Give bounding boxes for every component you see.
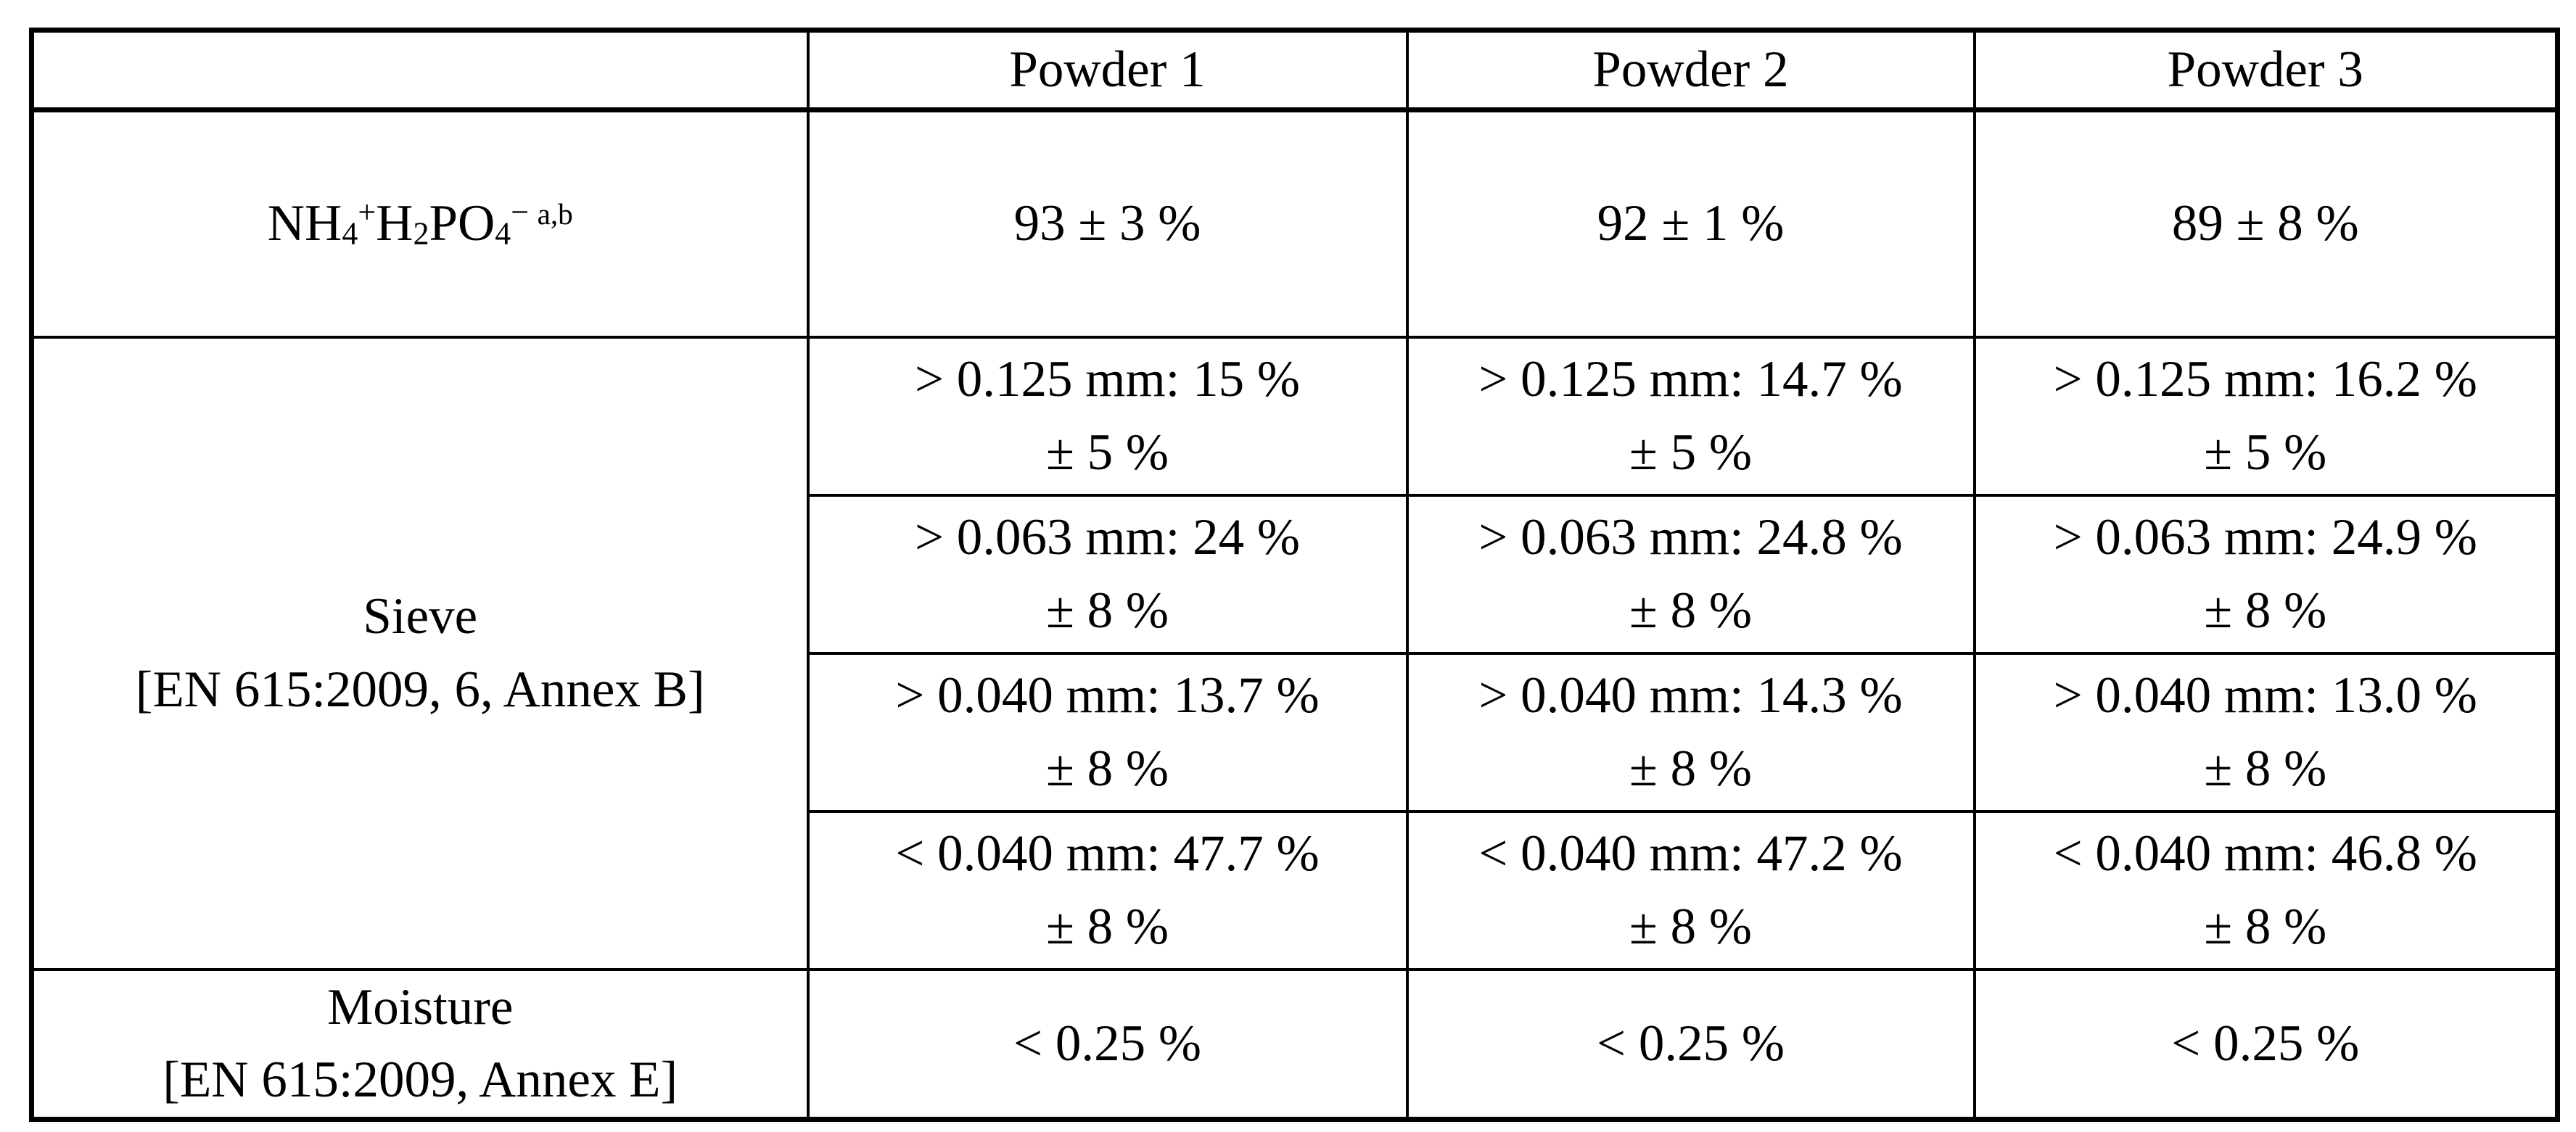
sieve-row-4: < 0.040 mm: 47.7 % ± 8 % < 0.040 mm: 47.…: [32, 809, 2559, 971]
sieve-value-line: < 0.040 mm: 47.7 %: [895, 825, 1320, 882]
sieve-cell-r2-p2: > 0.063 mm: 24.8 % ± 8 %: [1405, 493, 1976, 655]
moisture-row: Moisture [EN 615:2009, Annex E] < 0.25 %…: [30, 967, 2559, 1121]
sieve-value-line: > 0.063 mm: 24.8 %: [1478, 508, 1903, 566]
sieve-tolerance-line: ± 5 %: [2204, 424, 2327, 481]
composition-value-powder-3: 89 ± 8 %: [1972, 108, 2559, 339]
moisture-value-powder-2: < 0.25 %: [1405, 967, 1976, 1121]
sieve-label-standard: [EN 615:2009, 6, Annex B]: [135, 661, 705, 718]
header-powder-1: Powder 1: [806, 28, 1409, 112]
moisture-value-powder-3: < 0.25 %: [1972, 967, 2559, 1121]
sieve-row-3: > 0.040 mm: 13.7 % ± 8 % > 0.040 mm: 14.…: [32, 651, 2559, 813]
sieve-row-1: Sieve [EN 615:2009, 6, Annex B] > 0.125 …: [30, 335, 2559, 971]
composition-value-powder-2: 92 ± 1 %: [1405, 108, 1976, 339]
row-label-sieve: Sieve [EN 615:2009, 6, Annex B]: [30, 335, 810, 971]
sieve-cell-r1-p2: > 0.125 mm: 14.7 % ± 5 %: [1405, 335, 1976, 497]
formula-part: PO: [429, 195, 495, 252]
sieve-value-line: > 0.040 mm: 13.0 %: [2053, 666, 2477, 724]
sieve-cell-r4-p2: < 0.040 mm: 47.2 % ± 8 %: [1405, 809, 1976, 971]
sieve-tolerance-line: ± 8 %: [1629, 898, 1753, 955]
sieve-cell-r1-p1: > 0.125 mm: 15 % ± 5 %: [806, 335, 1409, 497]
sieve-tolerance-line: ± 8 %: [1045, 740, 1169, 797]
sieve-label-title: Sieve: [363, 587, 478, 645]
sieve-tolerance-line: ± 8 %: [1045, 898, 1169, 955]
sieve-value-line: > 0.063 mm: 24.9 %: [2053, 508, 2477, 566]
sieve-value-line: < 0.040 mm: 47.2 %: [1478, 825, 1903, 882]
sieve-tolerance-line: ± 8 %: [1629, 740, 1753, 797]
composition-row: NH4+H2PO4− a,b 93 ± 3 % 92 ± 1 % 89 ± 8 %: [30, 108, 2559, 339]
formula-superscript: +: [358, 194, 376, 231]
sieve-tolerance-line: ± 8 %: [2204, 582, 2327, 639]
moisture-value-powder-1: < 0.25 %: [806, 967, 1409, 1121]
sieve-cell-r3-p2: > 0.040 mm: 14.3 % ± 8 %: [1405, 651, 1976, 813]
sieve-row-2: > 0.063 mm: 24 % ± 8 % > 0.063 mm: 24.8 …: [32, 493, 2559, 655]
chemical-formula: NH4+H2PO4− a,b: [268, 195, 573, 252]
sieve-cell-r3-p3: > 0.040 mm: 13.0 % ± 8 %: [1972, 651, 2559, 813]
sieve-value-line: > 0.125 mm: 14.7 %: [1478, 350, 1903, 408]
formula-footnote-marker: a,b: [537, 197, 573, 231]
formula-part: H: [376, 195, 413, 252]
sieve-cell-r4-p3: < 0.040 mm: 46.8 % ± 8 %: [1972, 809, 2559, 971]
formula-subscript: 4: [342, 215, 358, 252]
sieve-value-line: > 0.040 mm: 13.7 %: [895, 666, 1320, 724]
sieve-value-line: > 0.125 mm: 16.2 %: [2053, 350, 2477, 408]
powder-properties-table: Powder 1 Powder 2 Powder 3 NH4+H2PO4− a,b…: [29, 28, 2560, 1123]
moisture-label-standard: [EN 615:2009, Annex E]: [162, 1052, 678, 1109]
sieve-tolerance-line: ± 8 %: [2204, 740, 2327, 797]
sieve-tolerance-line: ± 5 %: [1045, 424, 1169, 481]
row-label-composition: NH4+H2PO4− a,b: [30, 108, 810, 339]
sieve-cell-r3-p1: > 0.040 mm: 13.7 % ± 8 %: [806, 651, 1409, 813]
sieve-tolerance-line: ± 8 %: [1629, 582, 1753, 639]
sieve-tolerance-line: ± 8 %: [2204, 898, 2327, 955]
sieve-cell-r1-p3: > 0.125 mm: 16.2 % ± 5 %: [1972, 335, 2559, 497]
table-header-row: Powder 1 Powder 2 Powder 3: [30, 28, 2559, 112]
formula-superscript: −: [511, 194, 530, 231]
sieve-cell-r4-p1: < 0.040 mm: 47.7 % ± 8 %: [806, 809, 1409, 971]
sieve-cell-r2-p3: > 0.063 mm: 24.9 % ± 8 %: [1972, 493, 2559, 655]
moisture-label-title: Moisture: [327, 978, 514, 1036]
sieve-tolerance-line: ± 8 %: [1045, 582, 1169, 639]
sieve-value-line: > 0.040 mm: 14.3 %: [1478, 666, 1903, 724]
formula-subscript: 2: [413, 215, 429, 252]
formula-part: NH: [267, 195, 342, 252]
sieve-value-line: > 0.063 mm: 24 %: [914, 508, 1301, 566]
composition-value-powder-1: 93 ± 3 %: [806, 108, 1409, 339]
sieve-cell-r2-p1: > 0.063 mm: 24 % ± 8 %: [806, 493, 1409, 655]
row-label-moisture: Moisture [EN 615:2009, Annex E]: [30, 967, 810, 1121]
sieve-value-line: > 0.125 mm: 15 %: [914, 350, 1301, 408]
header-empty-cell: [30, 28, 810, 112]
sieve-value-line: < 0.040 mm: 46.8 %: [2053, 825, 2477, 882]
formula-subscript: 4: [495, 215, 511, 252]
header-powder-3: Powder 3: [1972, 28, 2559, 112]
header-powder-2: Powder 2: [1405, 28, 1976, 112]
sieve-tolerance-line: ± 5 %: [1629, 424, 1753, 481]
